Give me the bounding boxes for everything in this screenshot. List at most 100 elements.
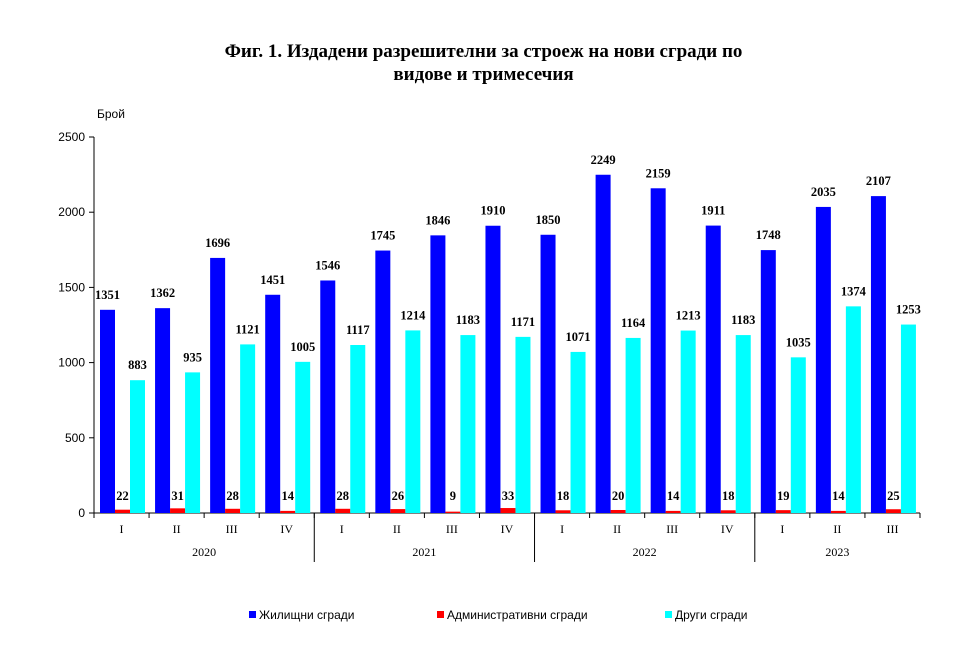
data-label-series-2: 26 [392, 489, 405, 503]
data-label-series-2: 28 [226, 489, 239, 503]
data-label-series-1: 1362 [150, 286, 175, 300]
data-label-series-3: 1121 [235, 322, 259, 336]
data-label-series-3: 1164 [621, 316, 646, 330]
x-category-label: I [340, 522, 344, 536]
data-label-series-2: 14 [281, 489, 294, 503]
y-tick-label: 1000 [58, 356, 85, 370]
x-year-label: 2021 [412, 545, 436, 559]
bar-series-1 [540, 234, 556, 513]
data-label-series-2: 28 [337, 489, 350, 503]
data-label-series-2: 14 [832, 489, 845, 503]
bar-series-2 [885, 509, 901, 513]
bar-series-3 [515, 336, 531, 513]
bar-series-3 [845, 306, 861, 513]
legend-swatch-series-2 [437, 611, 444, 618]
x-category-label: IV [721, 522, 734, 536]
x-category-label: I [120, 522, 124, 536]
data-label-series-1: 1850 [536, 213, 561, 227]
data-label-series-3: 935 [183, 350, 202, 364]
bar-series-1 [485, 225, 501, 513]
x-year-label: 2020 [192, 545, 216, 559]
bar-series-2 [775, 510, 791, 513]
bar-series-1 [815, 206, 831, 513]
chart-title-line-2: видове и тримесечия [393, 64, 574, 85]
bar-series-2 [335, 508, 351, 513]
y-tick-label: 1500 [58, 280, 85, 294]
data-label-series-1: 2249 [591, 153, 616, 167]
bar-series-2 [225, 508, 241, 513]
chart-title: Фиг. 1. Издадени разрешителни за строеж … [0, 40, 967, 86]
x-category-label: II [833, 522, 841, 536]
bar-series-3 [460, 335, 476, 513]
y-tick-label: 0 [78, 506, 85, 520]
data-label-series-2: 22 [116, 489, 129, 503]
bar-series-1 [100, 309, 115, 513]
data-label-series-1: 2035 [811, 185, 836, 199]
bar-series-1 [320, 280, 336, 513]
legend-label-series-3: Други сгради [675, 608, 748, 622]
bar-series-1 [155, 308, 171, 513]
bar-series-2 [720, 510, 736, 513]
data-label-series-3: 1214 [400, 308, 426, 322]
bar-series-1 [375, 250, 391, 513]
data-label-series-1: 1911 [701, 204, 725, 218]
data-label-series-1: 1696 [205, 236, 230, 250]
bar-series-1 [265, 294, 281, 513]
bar-series-3 [900, 324, 916, 513]
x-category-label: IV [280, 522, 293, 536]
data-label-series-3: 883 [128, 358, 147, 372]
data-label-series-1: 2107 [866, 174, 891, 188]
bar-series-2 [665, 510, 681, 513]
y-tick-label: 2500 [58, 130, 85, 144]
data-label-series-1: 2159 [646, 166, 671, 180]
bar-series-3 [295, 361, 311, 513]
data-label-series-3: 1213 [676, 309, 701, 323]
data-label-series-1: 1910 [480, 204, 505, 218]
data-label-series-1: 1451 [260, 273, 285, 287]
data-label-series-3: 1183 [731, 313, 755, 327]
bar-series-3 [790, 357, 806, 513]
bar-series-1 [705, 225, 721, 513]
x-year-label: 2023 [825, 545, 849, 559]
legend-swatch-series-3 [665, 611, 672, 618]
data-label-series-3: 1253 [896, 303, 921, 317]
x-category-label: I [560, 522, 564, 536]
x-category-label: II [173, 522, 181, 536]
x-category-label: II [393, 522, 401, 536]
x-category-label: III [666, 522, 678, 536]
data-label-series-3: 1374 [841, 284, 867, 298]
data-label-series-3: 1183 [456, 313, 480, 327]
bar-series-3 [680, 330, 696, 513]
data-label-series-1: 1351 [95, 288, 120, 302]
data-label-series-3: 1005 [290, 340, 315, 354]
data-label-series-1: 1846 [425, 213, 450, 227]
y-tick-label: 500 [65, 431, 85, 445]
x-category-label: III [446, 522, 458, 536]
bar-series-2 [170, 508, 186, 513]
bar-series-1 [210, 257, 226, 513]
bar-series-2 [610, 509, 626, 513]
x-category-label: IV [501, 522, 514, 536]
bar-series-2 [830, 510, 846, 513]
data-label-series-2: 14 [667, 489, 680, 503]
data-label-series-2: 31 [171, 489, 184, 503]
data-label-series-3: 1071 [566, 330, 591, 344]
legend-swatch-series-1 [249, 611, 256, 618]
bar-series-1 [430, 235, 446, 513]
data-label-series-2: 33 [502, 489, 515, 503]
y-axis-label: Брой [97, 107, 125, 121]
x-category-label: I [780, 522, 784, 536]
data-label-series-1: 1748 [756, 228, 781, 242]
bar-series-2 [280, 510, 296, 513]
x-category-label: II [613, 522, 621, 536]
chart-title-line-1: Фиг. 1. Издадени разрешителни за строеж … [224, 41, 743, 62]
data-label-series-2: 9 [450, 489, 456, 503]
data-label-series-1: 1745 [370, 229, 395, 243]
x-year-label: 2022 [633, 545, 657, 559]
data-label-series-3: 1171 [511, 315, 535, 329]
bar-series-1 [870, 196, 886, 514]
bar-series-2 [115, 509, 130, 513]
bar-series-2 [555, 510, 571, 513]
data-label-series-1: 1546 [315, 258, 340, 272]
